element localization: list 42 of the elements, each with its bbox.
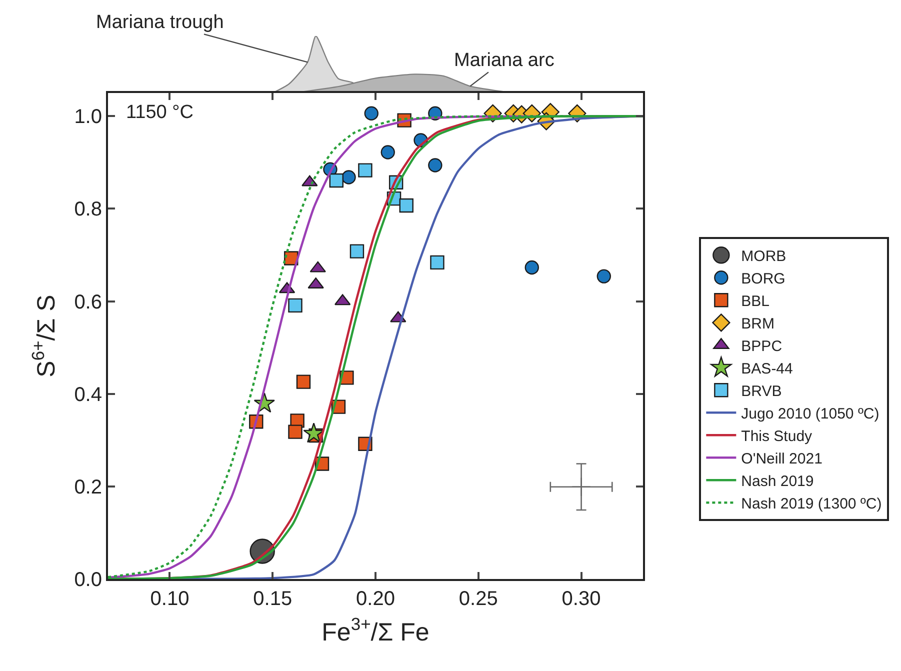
- point: [380, 145, 395, 160]
- y-tick-label: 0.8: [74, 198, 102, 221]
- legend-label: BBL: [741, 293, 770, 310]
- legend-label: This Study: [741, 428, 813, 446]
- point: [329, 173, 344, 188]
- legend-label: BORG: [741, 270, 786, 288]
- point: [596, 269, 611, 284]
- legend-label: Nash 2019 (1300 ºC): [741, 496, 882, 513]
- legend-label: BRM: [741, 316, 775, 333]
- x-tick-label: 0.30: [562, 588, 601, 610]
- series-label: Mariana arc: [454, 50, 554, 71]
- legend-label: MORB: [741, 248, 786, 266]
- point: [288, 298, 302, 313]
- legend-label: Jugo 2010 (1050 ºC): [741, 406, 880, 423]
- legend-label: BAS-44: [741, 360, 793, 378]
- point: [358, 163, 372, 178]
- point: [428, 158, 442, 172]
- point: [364, 106, 378, 120]
- y-tick-label: 0.0: [74, 569, 102, 592]
- y-tick-label: 0.6: [74, 291, 102, 314]
- x-axis-title: Fe$^{3+}$/Σ Fe: [322, 614, 430, 646]
- x-tick-label: 0.15: [253, 588, 292, 610]
- x-tick-label: 0.25: [458, 588, 498, 610]
- point: [524, 260, 539, 275]
- legend-label: BRVB: [741, 383, 782, 400]
- point: [288, 424, 302, 439]
- point: [350, 244, 364, 258]
- point: [572, 477, 591, 497]
- x-tick-label: 0.10: [150, 588, 190, 610]
- annotation: 1150 °C: [126, 102, 194, 123]
- legend-label: O'Neill 2021: [741, 450, 822, 468]
- legend-label: BPPC: [741, 338, 782, 356]
- x-tick-label: 0.20: [356, 588, 395, 610]
- point: [399, 198, 414, 213]
- text: Mariana trough: [96, 12, 224, 33]
- point: [342, 170, 356, 184]
- y-tick-label: 0.4: [74, 384, 102, 406]
- y-tick-label: 1.0: [74, 106, 102, 128]
- legend-label: Nash 2019: [741, 473, 814, 490]
- y-tick-label: 0.2: [74, 476, 102, 498]
- point: [430, 255, 444, 270]
- point: [296, 374, 311, 389]
